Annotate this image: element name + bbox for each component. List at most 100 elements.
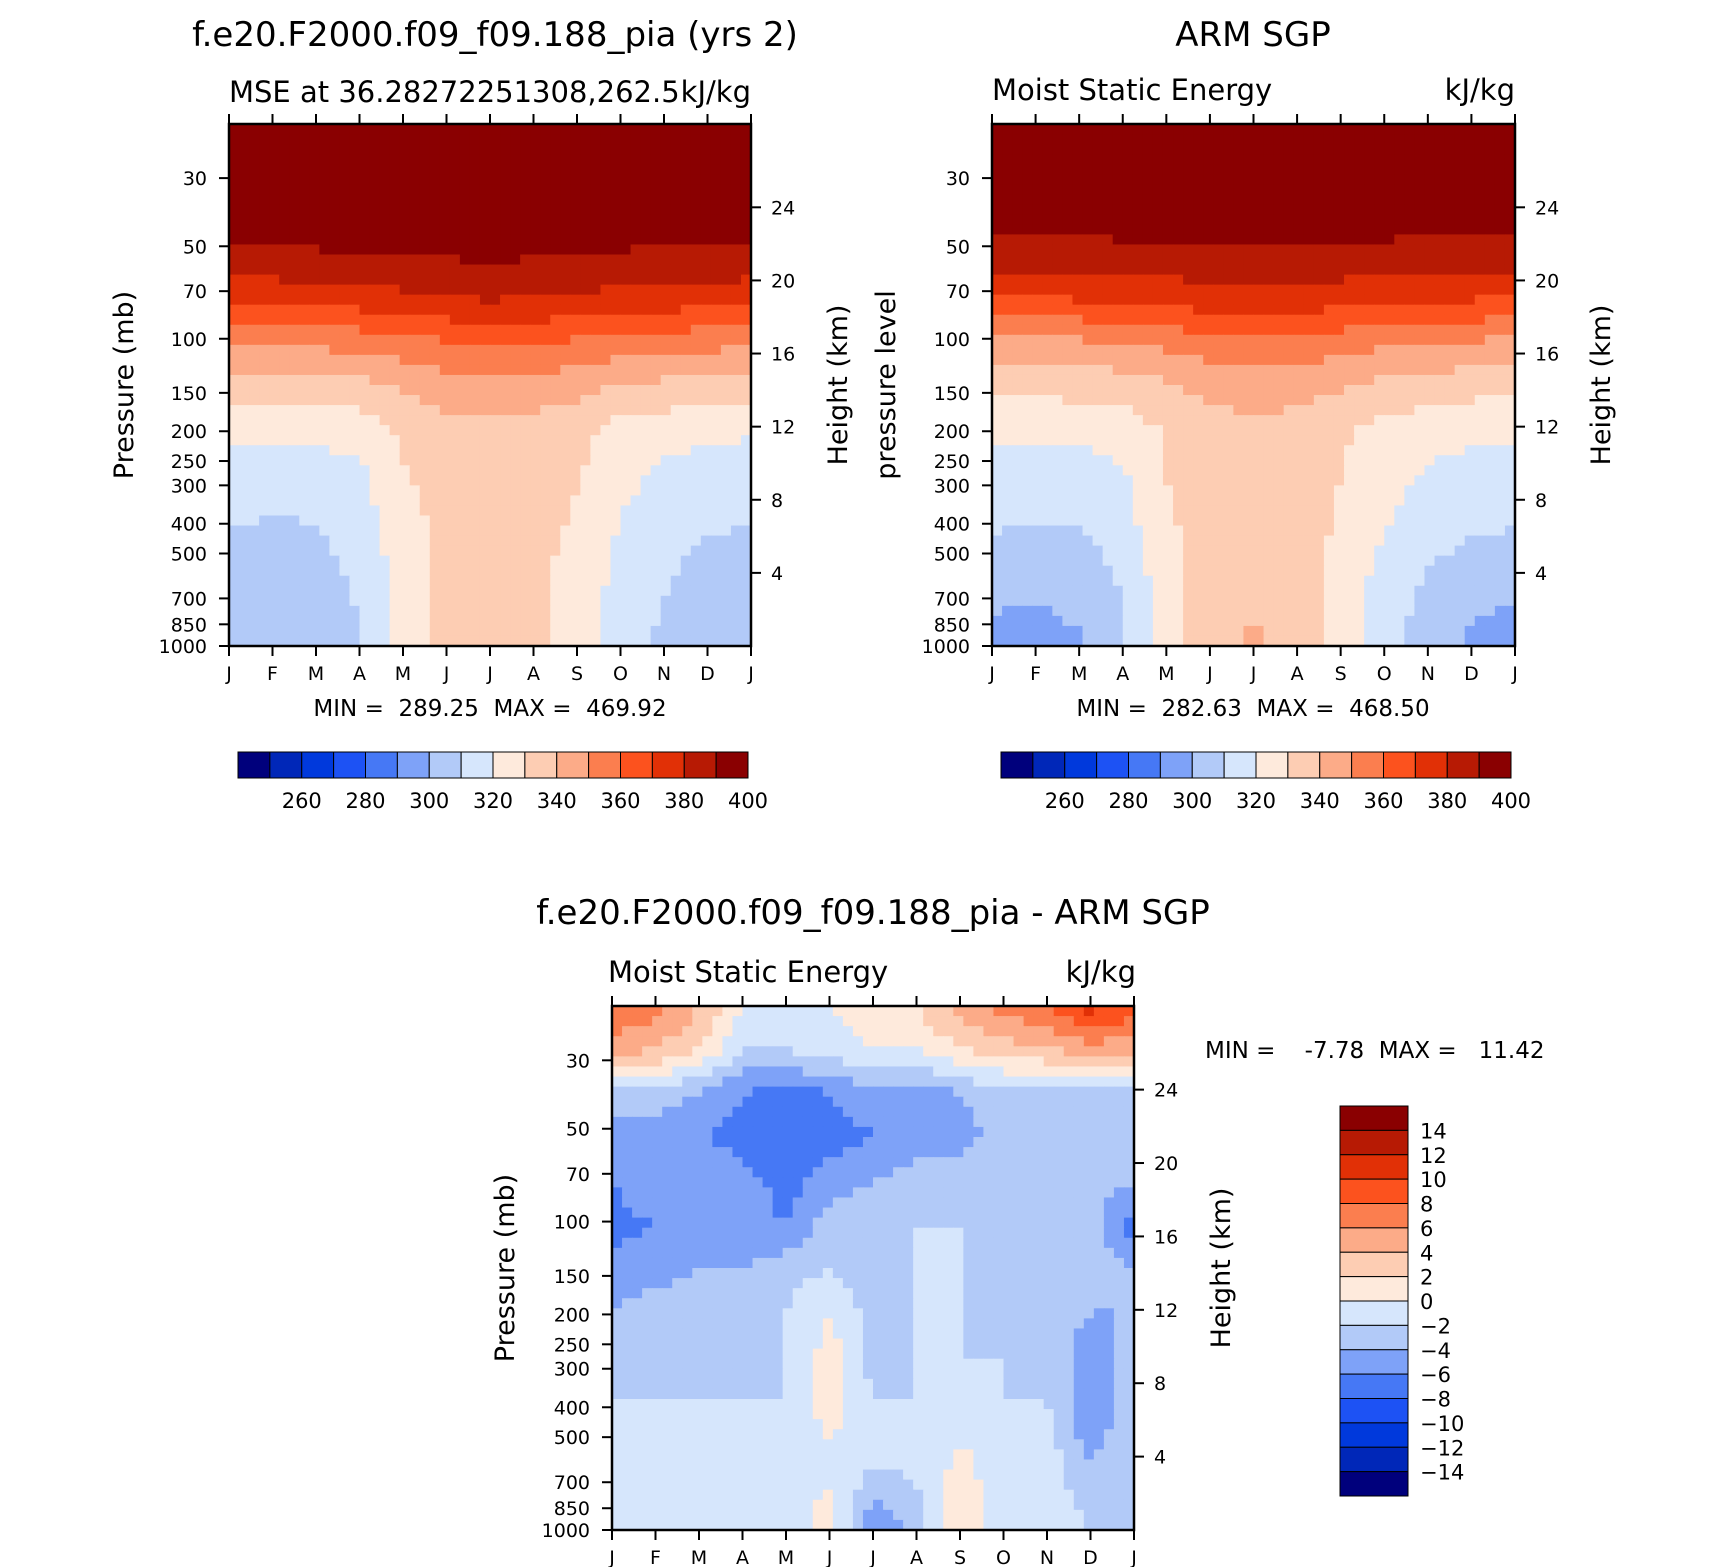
- field-cell: [1464, 234, 1476, 246]
- field-cell: [289, 455, 300, 466]
- field-cell: [279, 425, 290, 436]
- field-cell: [379, 314, 391, 326]
- field-cell: [540, 485, 551, 497]
- field-cell: [1082, 344, 1094, 356]
- field-cell: [329, 134, 341, 145]
- field-cell: [459, 344, 471, 356]
- field-cell: [1022, 415, 1033, 426]
- field-cell: [1072, 244, 1084, 256]
- field-cell: [580, 364, 591, 376]
- field-cell: [1162, 304, 1174, 316]
- field-cell: [1082, 435, 1094, 446]
- field-cell: [309, 124, 320, 135]
- field-cell: [610, 314, 622, 326]
- field-cell: [660, 625, 672, 637]
- field-cell: [1414, 385, 1426, 396]
- field-cell: [670, 264, 682, 276]
- field-cell: [1142, 234, 1154, 246]
- field-cell: [1253, 445, 1265, 456]
- field-cell: [439, 284, 451, 296]
- field-cell: [730, 535, 742, 547]
- field-cell: [359, 425, 371, 436]
- field-cell: [319, 234, 330, 246]
- field-cell: [399, 274, 411, 286]
- field-cell: [540, 615, 551, 627]
- field-cell: [1223, 234, 1234, 246]
- field-cell: [740, 565, 751, 577]
- field-cell: [1002, 164, 1013, 175]
- field-cell: [1504, 254, 1515, 266]
- field-cell: [239, 605, 250, 617]
- field-cell: [1404, 505, 1416, 517]
- field-cell: [1283, 535, 1295, 547]
- field-cell: [710, 465, 722, 476]
- field-cell: [369, 565, 381, 577]
- field-cell: [1032, 214, 1043, 225]
- field-cell: [259, 555, 270, 567]
- field-cell: [1414, 395, 1426, 406]
- field-cell: [399, 144, 411, 155]
- field-cell: [670, 495, 682, 507]
- field-cell: [239, 585, 250, 597]
- field-cell: [289, 565, 300, 577]
- colorbar-label: 280: [345, 789, 385, 813]
- field-cell: [1112, 234, 1124, 246]
- field-cell: [660, 264, 672, 276]
- field-cell: [1112, 214, 1124, 225]
- field-cell: [279, 535, 290, 547]
- field-cell: [740, 304, 751, 316]
- field-cell: [560, 244, 571, 256]
- field-cell: [1344, 274, 1355, 286]
- field-cell: [1394, 284, 1405, 296]
- field-cell: [550, 615, 561, 627]
- field-cell: [680, 244, 692, 256]
- field-cell: [1374, 124, 1385, 135]
- field-cell: [570, 395, 581, 406]
- field-cell: [1022, 374, 1033, 386]
- field-cell: [449, 585, 461, 597]
- field-cell: [680, 475, 692, 486]
- field-cell: [1273, 495, 1285, 507]
- field-cell: [429, 585, 441, 597]
- field-cell: [479, 204, 491, 215]
- field-cell: [590, 164, 602, 175]
- field-cell: [590, 605, 602, 617]
- field-cell: [710, 525, 722, 537]
- field-cell: [249, 585, 260, 597]
- field-cell: [249, 364, 260, 376]
- field-cell: [1454, 124, 1466, 135]
- field-cell: [992, 304, 1003, 316]
- field-cell: [1142, 425, 1154, 436]
- field-cell: [600, 595, 612, 607]
- field-cell: [660, 274, 672, 286]
- field-cell: [479, 134, 491, 145]
- field-cell: [1464, 244, 1476, 256]
- field-cell: [740, 395, 751, 406]
- field-cell: [1323, 304, 1335, 316]
- field-cell: [1494, 435, 1506, 446]
- field-cell: [469, 164, 481, 175]
- field-cell: [1474, 445, 1486, 456]
- field-cell: [720, 354, 732, 366]
- field-cell: [1293, 425, 1305, 436]
- field-cell: [570, 274, 581, 286]
- field-cell: [1112, 264, 1124, 276]
- field-cell: [289, 274, 300, 286]
- field-cell: [1283, 124, 1295, 135]
- field-cell: [1504, 455, 1515, 466]
- field-cell: [1052, 405, 1064, 416]
- field-cell: [560, 234, 571, 246]
- field-cell: [1344, 204, 1355, 215]
- field-cell: [1173, 435, 1184, 446]
- field-cell: [1152, 415, 1164, 426]
- field-cell: [490, 595, 501, 607]
- field-cell: [369, 405, 381, 416]
- field-cell: [1263, 505, 1275, 517]
- field-cell: [1394, 364, 1405, 376]
- field-cell: [1112, 194, 1124, 205]
- field-cell: [1253, 385, 1265, 396]
- field-cell: [520, 515, 531, 527]
- field-cell: [289, 364, 300, 376]
- field-cell: [319, 174, 330, 185]
- field-cell: [1354, 515, 1365, 527]
